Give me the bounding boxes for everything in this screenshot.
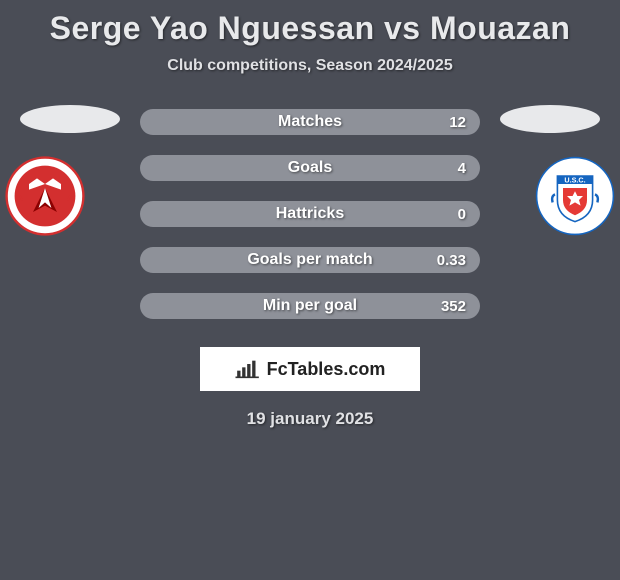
right-player-ellipse [500,105,600,133]
svg-text:U.S.C.: U.S.C. [564,175,585,184]
comparison-row: Matches 12 Goals 4 Hattricks 0 Goals per… [0,105,620,319]
bar-chart-icon [235,359,261,379]
stat-bar: Goals 4 [140,155,480,181]
branding-box: FcTables.com [200,347,420,391]
usc-logo-icon: U.S.C. [535,156,615,236]
stat-label: Matches [278,113,342,131]
stat-value-right: 12 [449,114,466,131]
stat-label: Goals per match [247,251,372,269]
right-club-logo: U.S.C. [525,153,620,238]
stat-label: Hattricks [276,205,344,223]
stat-value-right: 0 [458,206,466,223]
asnl-logo-icon [5,156,85,236]
stat-bar: Goals per match 0.33 [140,247,480,273]
stat-label: Goals [288,159,332,177]
stat-bar: Matches 12 [140,109,480,135]
stat-value-right: 0.33 [437,252,466,269]
page-title: Serge Yao Nguessan vs Mouazan [0,10,620,47]
stat-label: Min per goal [263,297,357,315]
left-club-logo [0,153,95,238]
stat-bar: Hattricks 0 [140,201,480,227]
stats-column: Matches 12 Goals 4 Hattricks 0 Goals per… [140,109,480,319]
right-player-column: U.S.C. [490,105,610,238]
left-player-column [10,105,130,238]
page-subtitle: Club competitions, Season 2024/2025 [0,57,620,75]
date-text: 19 january 2025 [0,409,620,429]
stat-bar: Min per goal 352 [140,293,480,319]
branding-text: FcTables.com [267,359,386,380]
left-player-ellipse [20,105,120,133]
stat-value-right: 4 [458,160,466,177]
stat-value-right: 352 [441,298,466,315]
